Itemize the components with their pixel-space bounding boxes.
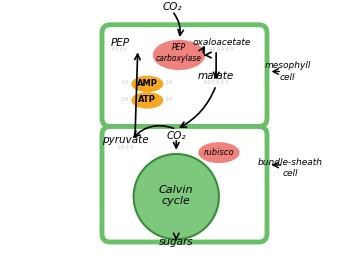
FancyBboxPatch shape [102,126,267,242]
Text: sugars: sugars [159,237,194,247]
Text: cycle: cycle [162,196,191,206]
Text: mesophyll
cell: mesophyll cell [265,61,311,82]
Text: CO₂: CO₂ [163,2,182,12]
FancyBboxPatch shape [102,25,267,126]
Text: ATP: ATP [139,95,156,104]
Text: bundle-sheath
cell: bundle-sheath cell [258,158,323,178]
Ellipse shape [153,40,205,70]
Text: oxaloacetate: oxaloacetate [193,38,251,47]
Text: PEP
carboxylase: PEP carboxylase [156,43,202,63]
Text: ◦◦: ◦◦ [121,95,130,104]
Ellipse shape [198,142,240,163]
Text: ◦◦: ◦◦ [121,79,130,88]
Text: AMP: AMP [137,79,158,88]
Text: ◦◦◦◦: ◦◦◦◦ [116,143,134,152]
Text: malate: malate [198,71,234,81]
Text: ◦◦◦◦◦◦: ◦◦◦◦◦◦ [203,79,229,87]
Ellipse shape [131,76,163,92]
Text: Calvin: Calvin [159,185,194,195]
Ellipse shape [131,92,163,109]
Text: pyruvate: pyruvate [102,135,149,145]
Text: ◦◦: ◦◦ [165,79,174,88]
Text: ◦◦◦◦: ◦◦◦◦ [111,46,129,54]
Text: rubisco: rubisco [204,148,234,156]
Circle shape [134,154,219,239]
Text: CO₂: CO₂ [166,131,186,141]
Text: ◦◦: ◦◦ [165,95,174,104]
Text: ◦◦◦◦◦◦: ◦◦◦◦◦◦ [208,46,235,54]
Text: PEP: PEP [110,38,129,48]
